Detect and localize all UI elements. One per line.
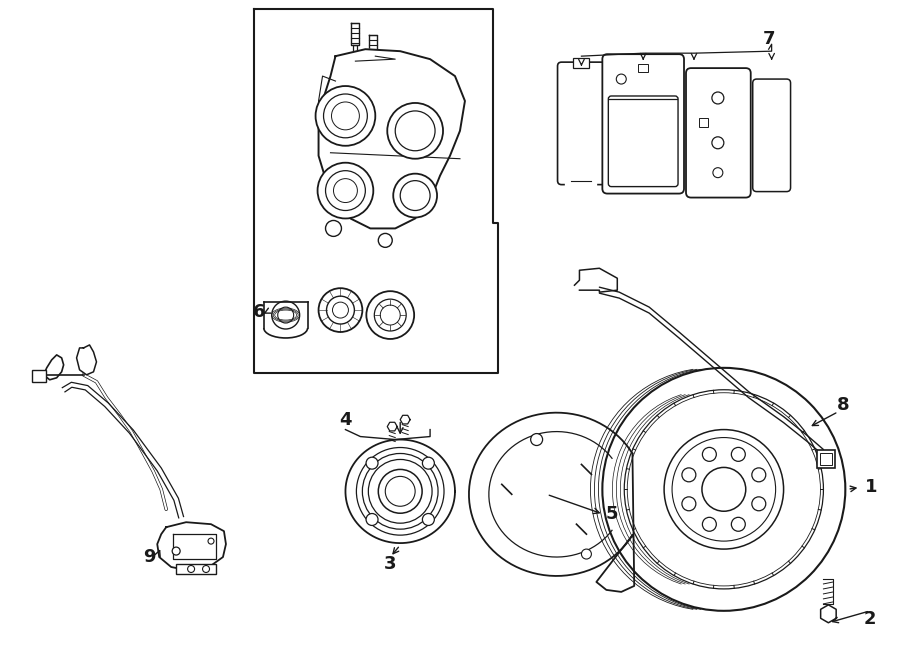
Circle shape xyxy=(752,468,766,482)
Polygon shape xyxy=(821,605,836,623)
Text: 6: 6 xyxy=(253,303,266,321)
Circle shape xyxy=(712,92,724,104)
Circle shape xyxy=(712,137,724,149)
Text: 1: 1 xyxy=(865,479,878,496)
Text: 9: 9 xyxy=(143,548,156,566)
Circle shape xyxy=(422,457,435,469)
Text: 8: 8 xyxy=(837,396,850,414)
Polygon shape xyxy=(574,268,617,292)
Bar xyxy=(821,453,833,465)
FancyBboxPatch shape xyxy=(602,54,684,194)
Circle shape xyxy=(366,457,378,469)
Circle shape xyxy=(387,103,443,159)
FancyBboxPatch shape xyxy=(686,68,751,198)
Circle shape xyxy=(732,447,745,461)
Circle shape xyxy=(378,233,392,247)
Circle shape xyxy=(752,497,766,511)
Circle shape xyxy=(581,549,591,559)
Bar xyxy=(32,370,46,382)
Polygon shape xyxy=(158,522,226,571)
Circle shape xyxy=(393,174,437,217)
Bar xyxy=(817,451,835,469)
Circle shape xyxy=(682,468,696,482)
Circle shape xyxy=(318,163,374,219)
Bar xyxy=(176,564,216,574)
Circle shape xyxy=(208,538,214,544)
Circle shape xyxy=(531,434,543,446)
Bar xyxy=(638,64,648,72)
Text: 5: 5 xyxy=(606,505,618,524)
Circle shape xyxy=(732,518,745,531)
Circle shape xyxy=(202,566,210,572)
Circle shape xyxy=(316,86,375,146)
Circle shape xyxy=(702,518,716,531)
Polygon shape xyxy=(76,345,96,375)
FancyBboxPatch shape xyxy=(608,96,678,186)
Circle shape xyxy=(682,497,696,511)
Circle shape xyxy=(187,566,194,572)
Circle shape xyxy=(616,74,626,84)
Circle shape xyxy=(702,447,716,461)
FancyBboxPatch shape xyxy=(752,79,790,192)
Polygon shape xyxy=(387,422,397,431)
FancyBboxPatch shape xyxy=(557,62,606,184)
Circle shape xyxy=(172,547,180,555)
Text: 2: 2 xyxy=(864,610,877,628)
Bar xyxy=(573,58,590,68)
Circle shape xyxy=(422,514,435,525)
Polygon shape xyxy=(346,440,455,543)
Bar xyxy=(699,118,708,127)
Circle shape xyxy=(713,168,723,178)
Text: 7: 7 xyxy=(762,30,775,48)
Polygon shape xyxy=(319,49,465,229)
Text: 3: 3 xyxy=(384,555,397,573)
Text: 4: 4 xyxy=(339,410,352,428)
Polygon shape xyxy=(400,415,410,424)
Circle shape xyxy=(326,221,341,237)
Circle shape xyxy=(366,514,378,525)
